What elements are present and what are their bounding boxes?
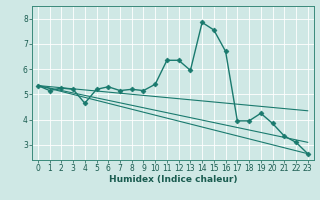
X-axis label: Humidex (Indice chaleur): Humidex (Indice chaleur) [108, 175, 237, 184]
